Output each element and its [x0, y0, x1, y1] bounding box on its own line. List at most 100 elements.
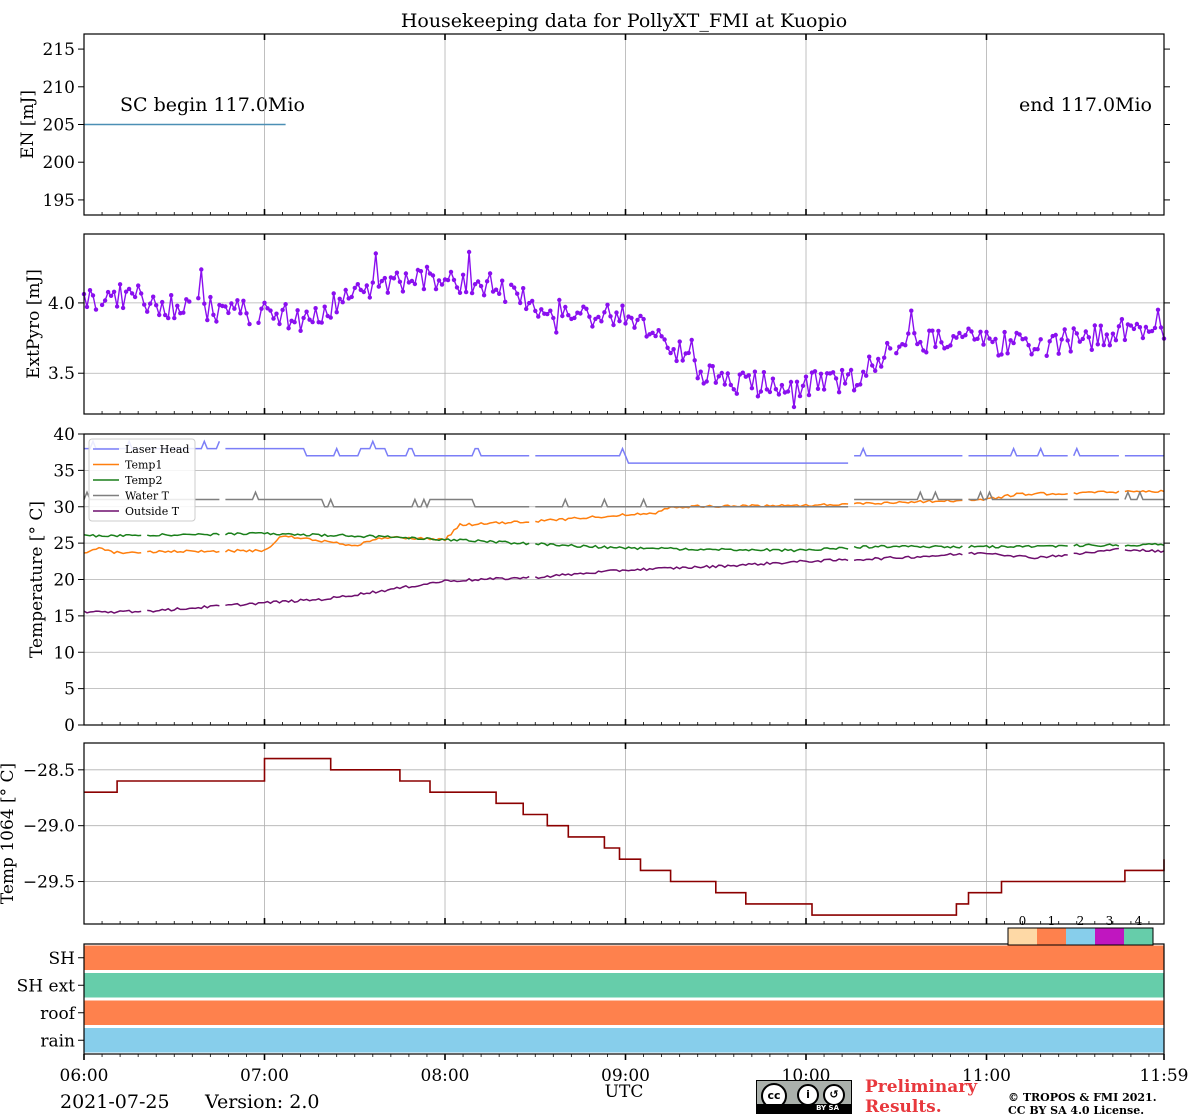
- extpyro-point: [349, 294, 354, 300]
- extpyro-point: [361, 289, 366, 295]
- extpyro-point: [975, 336, 980, 341]
- panel-3-ytick-label: −29.0: [23, 817, 75, 837]
- extpyro-point: [1107, 343, 1113, 348]
- extpyro-point: [515, 291, 520, 296]
- extpyro-point: [412, 281, 418, 287]
- extpyro-point: [157, 312, 162, 318]
- extpyro-point: [271, 316, 276, 321]
- colorbar-label: 2: [1077, 914, 1085, 928]
- extpyro-point: [752, 369, 758, 374]
- extpyro-point: [776, 392, 782, 397]
- extpyro-point: [1086, 335, 1092, 340]
- extpyro-point: [876, 356, 881, 362]
- extpyro-point: [623, 321, 628, 326]
- extpyro-point: [629, 315, 634, 321]
- extpyro-point: [605, 302, 610, 307]
- status-row-sh: [84, 945, 1164, 970]
- extpyro-point: [484, 279, 490, 284]
- extpyro-point: [656, 328, 661, 333]
- extpyro-point: [280, 307, 285, 313]
- colorbar-label: 4: [1135, 914, 1143, 928]
- extpyro-point: [608, 314, 613, 319]
- panel-2-ytick-label: 30: [53, 498, 75, 518]
- extpyro-point: [391, 276, 397, 281]
- extpyro-point: [912, 331, 917, 336]
- panel-1-frame: [83, 233, 1165, 415]
- extpyro-point: [978, 329, 983, 334]
- extpyro-point: [226, 310, 231, 316]
- status-xtick-label: 08:00: [421, 1066, 470, 1086]
- extpyro-point: [1083, 329, 1089, 334]
- extpyro-point: [433, 286, 439, 292]
- legend-label-outside-t: Outside T: [125, 505, 180, 518]
- legend-label-water-t: Water T: [125, 490, 170, 503]
- extpyro-point: [918, 339, 923, 345]
- extpyro-point: [596, 314, 601, 320]
- extpyro-point: [1077, 339, 1083, 344]
- extpyro-point: [689, 337, 694, 343]
- extpyro-point: [845, 372, 851, 377]
- extpyro-point: [379, 278, 384, 284]
- status-row-label: SH ext: [17, 976, 76, 996]
- extpyro-point: [430, 273, 436, 278]
- extpyro-point: [244, 311, 249, 316]
- extpyro-point: [163, 312, 168, 318]
- temp-1064-line: [84, 757, 1165, 916]
- extpyro-point: [933, 344, 938, 350]
- extpyro-point: [123, 289, 129, 294]
- extpyro-line: [83, 251, 1165, 408]
- extpyro-point: [770, 376, 776, 381]
- extpyro-point: [614, 310, 619, 315]
- extpyro-point: [758, 389, 764, 394]
- extpyro-point: [725, 371, 730, 376]
- extpyro-point: [632, 325, 637, 330]
- extpyro-point: [873, 368, 878, 373]
- extpyro-point: [418, 269, 424, 274]
- extpyro-point: [722, 382, 727, 387]
- laser-energy-annotation-right: end 117.0Mio: [1019, 94, 1152, 116]
- extpyro-point: [680, 358, 685, 363]
- extpyro-point: [283, 302, 288, 307]
- extpyro-point: [268, 308, 273, 313]
- extpyro-point: [229, 301, 234, 306]
- status-xtick-label: 11:00: [962, 1066, 1011, 1086]
- extpyro-point: [199, 267, 204, 272]
- extpyro-point: [897, 344, 902, 349]
- colorbar-frame: [1007, 927, 1154, 946]
- copyright-line-1: © TROPOS & FMI 2021.: [1008, 1091, 1157, 1104]
- extpyro-point: [803, 374, 809, 379]
- status-row-label: rain: [40, 1031, 75, 1051]
- extpyro-point: [111, 289, 117, 294]
- extpyro-point: [867, 354, 872, 359]
- preliminary-notice: Preliminary Results.: [865, 1077, 977, 1117]
- extpyro-point: [1095, 342, 1101, 347]
- temp-1064-gap: [469, 745, 475, 922]
- extpyro-point: [818, 371, 824, 376]
- extpyro-point: [1104, 332, 1110, 337]
- extpyro-point: [927, 328, 932, 333]
- extpyro-point: [653, 333, 658, 339]
- extpyro-point: [1008, 338, 1013, 343]
- panel-3-frame: [83, 742, 1165, 925]
- panel-0-ytick-label: 210: [43, 78, 75, 98]
- extpyro-point: [400, 289, 406, 294]
- extpyro-point: [888, 346, 893, 351]
- preliminary-line-2: Results.: [865, 1097, 942, 1117]
- extpyro-point: [773, 387, 779, 392]
- extpyro-point: [256, 320, 261, 325]
- extpyro-point: [503, 299, 508, 304]
- extpyro-point: [554, 330, 559, 335]
- extpyro-point: [545, 311, 550, 317]
- extpyro-point: [909, 308, 914, 313]
- extpyro-point: [1110, 331, 1116, 336]
- extpyro-point: [93, 307, 99, 312]
- extpyro-point: [1092, 323, 1098, 328]
- extpyro-point: [731, 387, 736, 392]
- extpyro-point: [292, 320, 297, 325]
- extpyro-point: [548, 308, 553, 313]
- extpyro-point: [806, 392, 812, 398]
- extpyro-point: [1158, 325, 1164, 330]
- extpyro-point: [1017, 332, 1022, 337]
- chart-title: Housekeeping data for PollyXT_FMI at Kuo…: [401, 10, 847, 32]
